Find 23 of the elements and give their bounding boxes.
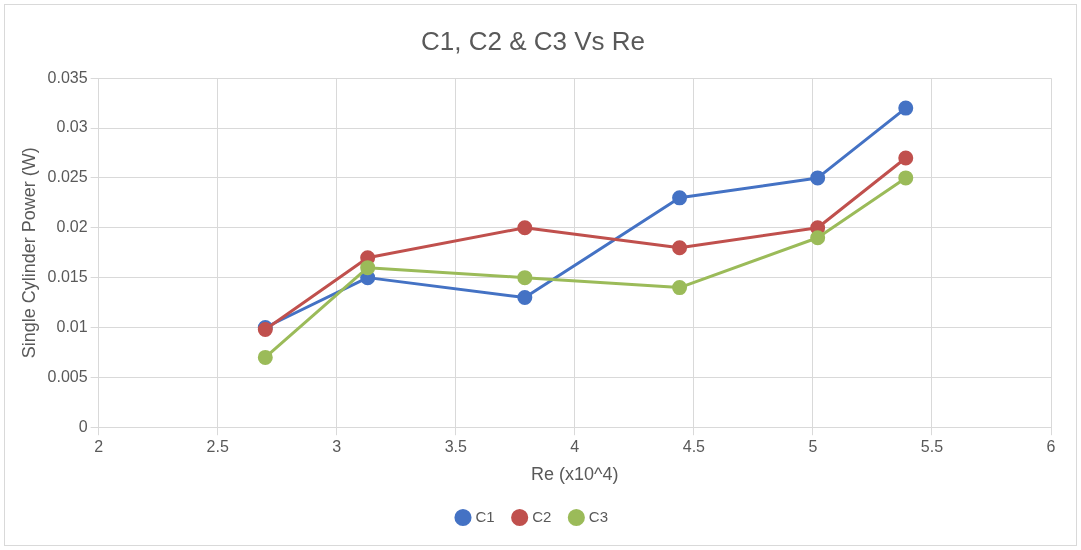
legend-label: C3 xyxy=(588,507,609,525)
y-tick-label: 0.035 xyxy=(47,68,88,86)
legend-label: C2 xyxy=(532,507,552,525)
x-tick-label: 2.5 xyxy=(206,438,229,456)
y-tick-label: 0.015 xyxy=(47,268,88,286)
x-axis-title: Re (x10^4) xyxy=(531,464,619,485)
x-tick-label: 2 xyxy=(94,438,104,456)
x-tick-label: 5.5 xyxy=(920,438,944,456)
y-axis-title: Single Cylinder Power (W) xyxy=(18,147,39,359)
x-tick-label: 4 xyxy=(570,438,580,456)
y-tick-label: 0.03 xyxy=(56,118,88,136)
x-tick-label: 5 xyxy=(808,438,818,456)
y-tick-label: 0 xyxy=(78,417,88,435)
y-tick-label: 0.005 xyxy=(47,367,88,385)
x-tick-label: 3 xyxy=(332,438,342,456)
x-tick-label: 6 xyxy=(1046,438,1056,456)
y-tick-label: 0.01 xyxy=(56,317,88,335)
legend-label: C1 xyxy=(475,507,495,525)
y-tick-label: 0.025 xyxy=(47,168,88,186)
y-tick-label: 0.02 xyxy=(56,218,88,236)
x-tick-label: 3.5 xyxy=(444,438,467,456)
x-tick-label: 4.5 xyxy=(682,438,706,456)
chart-title: C1, C2 & C3 Vs Re xyxy=(421,25,645,56)
